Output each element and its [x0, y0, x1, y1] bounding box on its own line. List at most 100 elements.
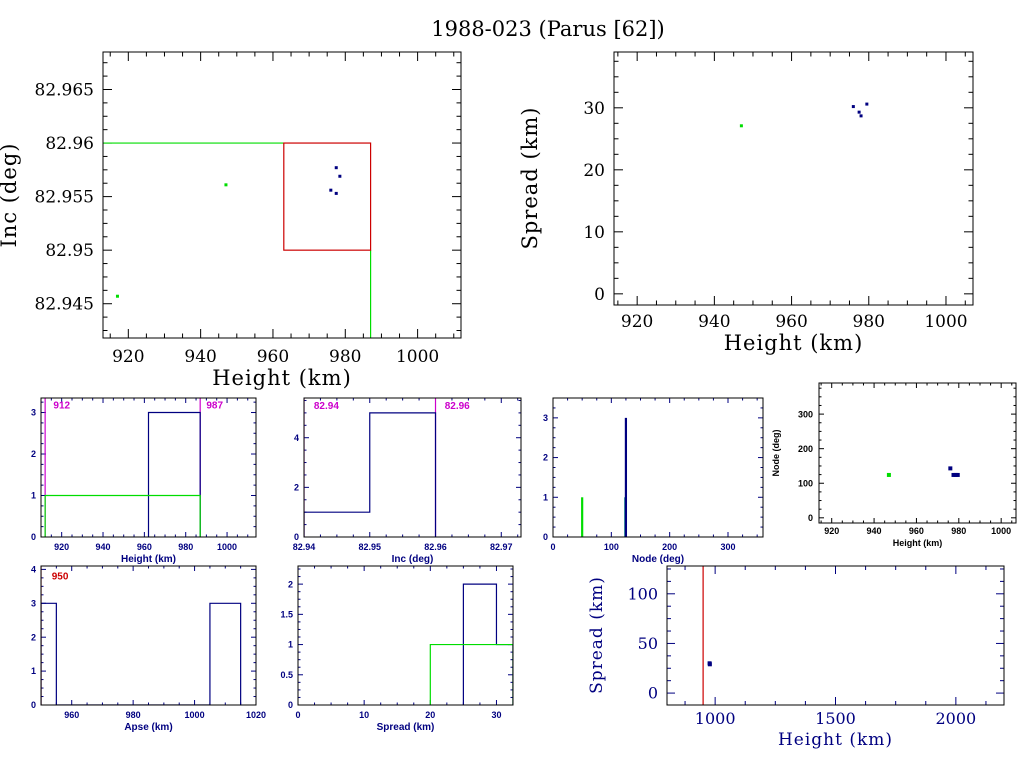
y-tick-label: 3 — [31, 598, 36, 608]
plot-frame — [102, 51, 462, 339]
x-tick-label: 940 — [96, 542, 111, 552]
plot-frame — [818, 382, 1017, 524]
y-axis-label: Spread (km) — [587, 576, 607, 694]
plot-frame — [40, 397, 257, 538]
x-axis-label: Height (km) — [724, 331, 864, 355]
y-tick-label: 82.96 — [45, 134, 94, 154]
x-tick-label: 30 — [491, 710, 501, 720]
x-axis-label: Height (km) — [893, 538, 943, 548]
x-tick-label: 980 — [126, 710, 141, 720]
y-tick-label: 20 — [583, 161, 605, 181]
annotation-label: 912 — [53, 400, 70, 411]
plot-area — [41, 566, 242, 705]
x-tick-label: 82.94 — [293, 542, 316, 552]
y-tick-label: 300 — [798, 409, 813, 419]
x-axis-label: Height (km) — [121, 554, 176, 565]
x-tick-label: 920 — [112, 347, 144, 367]
y-tick-label: 82.95 — [45, 241, 94, 261]
histogram-step — [429, 643, 513, 705]
x-tick-label: 1000 — [695, 709, 736, 728]
chart-spread_vs_height: 920 940 960 980 1000 0 10 20 30 Height (km) Spread… — [518, 51, 974, 355]
annotation-label: 82.96 — [445, 401, 470, 412]
x-tick-label: 1000 — [991, 526, 1011, 536]
x-tick-label: 920 — [824, 526, 839, 536]
chart-spread_histogram: 0 10 20 30 0 0.5 1 1.5 2 Spread (km) — [280, 565, 514, 733]
y-tick-label: 100 — [798, 478, 813, 488]
x-tick-label: 920 — [54, 542, 69, 552]
y-tick-label: 1 — [543, 492, 548, 502]
y-tick-label: 1 — [31, 491, 36, 501]
x-tick-label: 960 — [775, 312, 807, 332]
plot-frame — [40, 565, 257, 706]
y-tick-label: 0 — [543, 532, 548, 542]
x-tick-label: 82.96 — [424, 542, 447, 552]
x-tick-label: 1000 — [924, 312, 967, 332]
annotation-label: 82.94 — [314, 401, 339, 412]
x-axis-label: Height (km) — [212, 366, 352, 390]
x-tick-label: 200 — [662, 542, 677, 552]
y-axis-label: Spread (km) — [518, 107, 542, 250]
annotation-label: 950 — [52, 572, 69, 583]
histogram-step — [147, 411, 201, 537]
x-axis-label: Height (km) — [778, 730, 893, 750]
y-tick-label: 1 — [31, 666, 36, 676]
page-title: 1988-023 (Parus [62]) — [431, 17, 665, 41]
x-tick-label: 82.95 — [358, 542, 381, 552]
plot-area — [304, 398, 437, 537]
chart-node_histogram: 0 100 200 300 0 1 2 3 Node (deg) — [543, 397, 764, 565]
data-point — [951, 472, 956, 477]
plot-area — [581, 417, 628, 537]
chart-spread_vs_height_wide: 1000 1500 2000 0 50 100 Height (km) Spread (km) — [587, 565, 1005, 750]
plot-frame — [297, 565, 514, 706]
x-axis-label: Apse (km) — [124, 722, 172, 733]
x-tick-label: 940 — [184, 347, 216, 367]
plot-area — [739, 102, 869, 128]
x-tick-label: 1020 — [246, 710, 266, 720]
data-point — [948, 466, 953, 471]
charts-group: 920 940 960 980 100082.94582.9582.95582.9682… — [0, 51, 1017, 750]
y-tick-label: 100 — [627, 584, 658, 603]
data-point — [851, 105, 855, 109]
x-tick-label: 940 — [698, 312, 730, 332]
y-tick-label: 200 — [798, 444, 813, 454]
histogram-step — [44, 494, 201, 537]
x-tick-label: 100 — [604, 542, 619, 552]
plot-area — [886, 466, 960, 477]
x-tick-label: 960 — [257, 347, 289, 367]
y-tick-label: 2 — [543, 453, 548, 463]
y-tick-label: 1 — [288, 640, 293, 650]
x-tick-label: 20 — [425, 710, 435, 720]
annotation-label: 987 — [206, 400, 223, 411]
y-tick-label: 3 — [31, 408, 36, 418]
x-tick-label: 300 — [720, 542, 735, 552]
data-point — [865, 102, 869, 106]
y-tick-label: 82.945 — [35, 295, 94, 315]
histogram-step — [41, 602, 242, 705]
x-tick-label: 980 — [951, 526, 966, 536]
data-point — [334, 166, 338, 170]
plot-frame — [613, 51, 974, 306]
y-tick-label: 0.5 — [280, 670, 293, 680]
x-tick-label: 1500 — [815, 709, 856, 728]
x-tick-label: 980 — [329, 347, 361, 367]
y-tick-label: 1.5 — [280, 609, 293, 619]
y-tick-label: 3 — [543, 413, 548, 423]
chart-apse_histogram: 960 980 1000 1020 0 1 2 3 4 Apse (km) 950 — [31, 565, 266, 733]
x-tick-label: 0 — [295, 710, 300, 720]
data-point — [955, 472, 960, 477]
plot-area — [702, 566, 712, 705]
y-tick-label: 0 — [31, 700, 36, 710]
data-point — [334, 191, 338, 195]
chart-inc_vs_height: 920 940 960 980 1000 82.945 82.95 82.955 82.96 82… — [0, 51, 462, 390]
y-tick-label: 10 — [583, 223, 605, 243]
chart-node_vs_height: 920 940 960 980 1000 0 100 200 300 Height (km) Nod… — [771, 382, 1017, 548]
data-point — [224, 183, 228, 187]
y-tick-label: 2 — [294, 483, 299, 493]
y-tick-label: 0 — [648, 684, 658, 703]
x-axis-label: Spread (km) — [377, 722, 435, 733]
data-point — [707, 662, 712, 667]
x-tick-label: 10 — [359, 710, 369, 720]
y-tick-label: 4 — [31, 565, 36, 575]
chart-height_histogram: 920 940 960 980 1000 0 1 2 3 Height (km) 912 987 — [31, 397, 257, 565]
